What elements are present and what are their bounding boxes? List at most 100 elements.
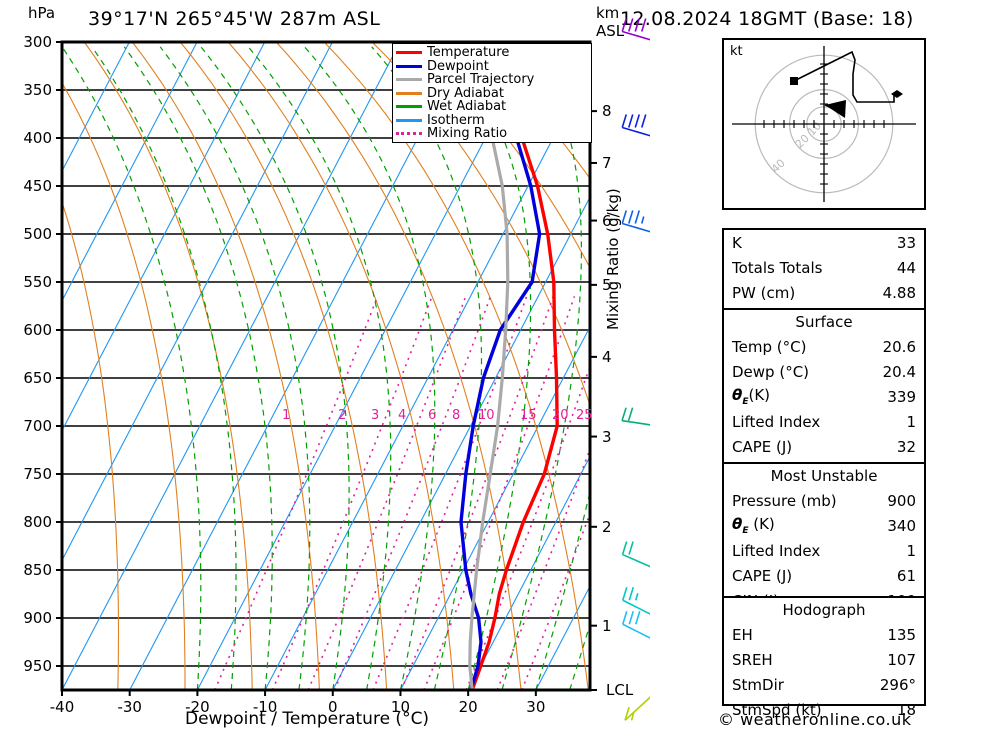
legend-item: Parcel Trajectory bbox=[393, 72, 591, 88]
legend-item: Isotherm bbox=[393, 112, 591, 128]
row-value: 4.88 bbox=[882, 283, 916, 302]
mixing-ratio-label: 1 bbox=[282, 408, 291, 423]
temperature-tick-label: 10 bbox=[390, 698, 410, 716]
hodograph-unit-label: kt bbox=[730, 44, 743, 59]
data-row: θE (K) 340 bbox=[724, 513, 924, 538]
pressure-tick-label: 650 bbox=[23, 369, 52, 387]
plot-frame bbox=[60, 40, 592, 692]
pressure-tick-label: 850 bbox=[23, 561, 52, 579]
mixing-ratio-label: 25 bbox=[576, 408, 593, 423]
grid-group bbox=[62, 42, 650, 690]
data-row: CAPE (J) 32 bbox=[724, 434, 924, 459]
altitude-tick-label: 7 bbox=[602, 153, 612, 172]
pressure-tick-label: 800 bbox=[23, 513, 52, 531]
pressure-tick-label: 500 bbox=[23, 225, 52, 243]
mixing-ratio-line bbox=[423, 296, 576, 690]
wet-adiabat-line bbox=[637, 47, 650, 690]
row-key: PW (cm) bbox=[732, 283, 796, 302]
legend-swatch-4 bbox=[396, 105, 422, 109]
row-value: 32 bbox=[896, 437, 916, 456]
altitude-tick-label: 4 bbox=[602, 347, 612, 366]
profile-temperature bbox=[466, 42, 559, 690]
isotherm-line bbox=[62, 42, 266, 432]
row-key: Pressure (mb) bbox=[732, 491, 837, 510]
hodograph-ring-label: 40 bbox=[769, 157, 788, 176]
altitude-tick-label: 1 bbox=[602, 616, 612, 635]
legend-item: Dewpoint bbox=[393, 58, 591, 74]
surface-panel: Surface Temp (°C) 20.6 Dewp (°C) 20.4 θE(K) 3… bbox=[722, 308, 926, 481]
row-value: 339 bbox=[887, 387, 916, 406]
data-row: Lifted Index 1 bbox=[724, 409, 924, 434]
most-unstable-title: Most Unstable bbox=[770, 467, 878, 485]
mixing-ratio-label: 10 bbox=[478, 408, 495, 423]
temperature-tick-label: -40 bbox=[49, 698, 75, 716]
profile-dewpoint bbox=[459, 42, 542, 690]
pressure-tick-label: 900 bbox=[23, 609, 52, 627]
dry-adiabat-line bbox=[62, 200, 120, 690]
data-row: StmDir 296° bbox=[724, 672, 924, 697]
legend-swatch-2 bbox=[396, 78, 422, 82]
wet-adiabat-line bbox=[247, 46, 392, 690]
row-key: θE(K) bbox=[732, 386, 771, 407]
temperature-tick-label: -20 bbox=[185, 698, 210, 716]
row-key: θE (K) bbox=[732, 515, 775, 536]
wet-adiabat-line bbox=[535, 489, 590, 690]
wet-adiabat-line bbox=[123, 46, 273, 690]
temperature-tick-label: -30 bbox=[117, 698, 142, 716]
mixing-ratio-line bbox=[372, 296, 528, 690]
altitude-tick-label: 3 bbox=[602, 427, 612, 446]
data-row: θE(K) 339 bbox=[724, 384, 924, 409]
legend-item: Dry Adiabat bbox=[393, 86, 591, 101]
row-value: 18 bbox=[896, 700, 916, 719]
mixing-ratio-label: 3 bbox=[371, 408, 380, 423]
row-value: 1 bbox=[906, 541, 916, 560]
row-key: StmSpd (kt) bbox=[732, 700, 822, 719]
hodograph-marker-upper bbox=[790, 77, 798, 85]
profile-parcel-trajectory bbox=[448, 42, 510, 690]
data-row: Pressure (mb) 900 bbox=[724, 488, 924, 513]
hodograph-panel[interactable]: 10 20 40 bbox=[722, 38, 926, 210]
row-value: 44 bbox=[896, 258, 916, 277]
legend-label: Mixing Ratio bbox=[427, 126, 508, 142]
legend-swatch-0 bbox=[396, 51, 422, 55]
row-key: K bbox=[732, 233, 742, 252]
temperature-tick-label: -10 bbox=[252, 698, 278, 716]
row-key: SREH bbox=[732, 650, 773, 669]
row-value: 20.6 bbox=[882, 337, 916, 356]
legend-swatch-3 bbox=[396, 91, 422, 95]
row-value: 107 bbox=[887, 650, 916, 669]
row-value: 900 bbox=[887, 491, 916, 510]
wet-adiabat-line bbox=[200, 46, 350, 690]
row-key: Lifted Index bbox=[732, 412, 821, 431]
datetime-label: 12.08.2024 18GMT (Base: 18) bbox=[620, 8, 914, 30]
legend-label: Isotherm bbox=[427, 112, 485, 128]
data-row: EH 135 bbox=[724, 622, 924, 647]
altitude-tick-label: 6 bbox=[602, 211, 612, 230]
legend-label: Parcel Trajectory bbox=[427, 72, 535, 88]
isotherm-line bbox=[467, 455, 590, 690]
pressure-tick-label: 400 bbox=[23, 129, 52, 147]
dry-adiabat-line bbox=[131, 42, 320, 690]
dry-adiabat-line bbox=[62, 81, 186, 690]
legend-label: Dewpoint bbox=[427, 58, 489, 74]
pressure-tick-label: 700 bbox=[23, 417, 52, 435]
data-row: Lifted Index 1 bbox=[724, 538, 924, 563]
mixing-ratio-label: 4 bbox=[398, 408, 407, 423]
pressure-tick-label: 550 bbox=[23, 273, 52, 291]
wet-adiabat-line bbox=[304, 46, 436, 690]
pressure-tick-label: 350 bbox=[23, 81, 52, 99]
legend-label: Temperature bbox=[427, 45, 510, 61]
data-row: Temp (°C) 20.6 bbox=[724, 334, 924, 359]
wet-adiabat-line bbox=[371, 46, 483, 690]
indices-summary-panel: K 33 Totals Totals 44 PW (cm) 4.88 bbox=[722, 228, 926, 310]
wet-adiabat-line bbox=[449, 46, 532, 690]
row-value: 135 bbox=[887, 625, 916, 644]
mixing-ratio-line bbox=[307, 296, 467, 690]
hodograph-trace bbox=[793, 50, 902, 103]
altitude-tick-label: 5 bbox=[602, 275, 612, 294]
isotherm-line bbox=[62, 42, 130, 173]
data-row: Totals Totals 44 bbox=[724, 255, 924, 280]
altitude-unit-label: km bbox=[596, 4, 620, 22]
row-value: 1 bbox=[906, 412, 916, 431]
